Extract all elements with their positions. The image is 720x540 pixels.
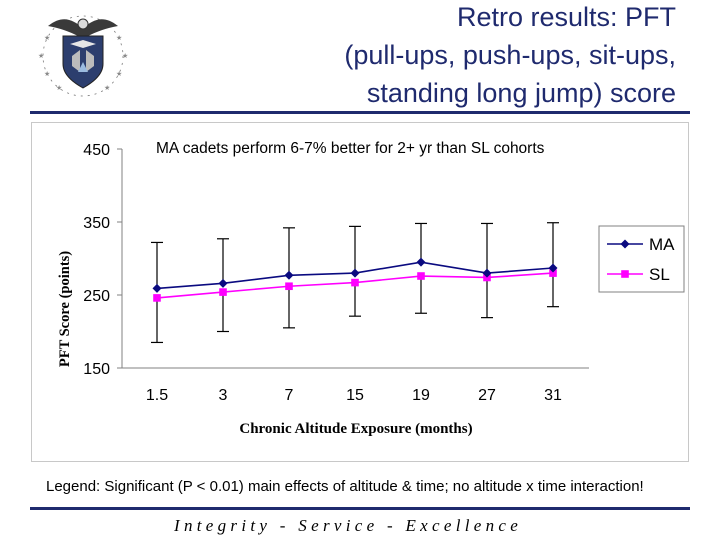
- x-tick-label: 7: [285, 387, 294, 404]
- data-point-sl: [549, 269, 557, 277]
- x-tick-label: 15: [346, 387, 364, 404]
- footer-divider: [30, 507, 690, 510]
- chart-frame: [31, 122, 689, 462]
- data-point-sl: [417, 272, 425, 280]
- legend-label-sl: SL: [649, 265, 670, 284]
- svg-text:★: ★: [38, 52, 44, 60]
- legend-label-ma: MA: [649, 235, 675, 254]
- legend-note-text: Significant (P < 0.01) main effects of a…: [100, 478, 644, 495]
- y-tick-label: 350: [83, 215, 110, 232]
- x-axis-label: Chronic Altitude Exposure (months): [239, 421, 472, 437]
- slide-title-line-3: standing long jump) score: [366, 78, 676, 108]
- pft-score-chart: MA cadets perform 6-7% better for 2+ yr …: [57, 140, 685, 437]
- data-point-sl: [285, 282, 293, 291]
- data-point-ma: [482, 268, 492, 278]
- legend-marker-sl: [621, 270, 629, 278]
- svg-text:★: ★: [116, 34, 122, 42]
- svg-text:★: ★: [56, 84, 62, 92]
- x-tick-label: 3: [219, 387, 228, 404]
- x-tick-label: 19: [412, 387, 430, 404]
- slide-title-line-2: (pull-ups, push-ups, sit-ups,: [344, 40, 676, 70]
- data-point-sl: [219, 288, 227, 296]
- y-tick-label: 150: [83, 361, 110, 378]
- data-point-ma: [284, 270, 294, 280]
- data-point-ma: [218, 278, 228, 288]
- footer-motto: Integrity - Service - Excellence: [174, 516, 523, 535]
- svg-text:★: ★: [44, 34, 50, 42]
- legend-marker-ma: [620, 239, 630, 249]
- data-point-ma: [416, 257, 426, 267]
- data-point-sl: [153, 294, 161, 302]
- data-point-ma: [350, 268, 360, 278]
- legend-note-label: Legend:: [46, 478, 101, 495]
- svg-text:★: ★: [122, 52, 128, 60]
- slide-title-line-1: Retro results: PFT: [456, 2, 676, 32]
- chart-title: MA cadets perform 6-7% better for 2+ yr …: [156, 140, 545, 157]
- y-tick-label: 250: [83, 288, 110, 305]
- x-tick-label: 1.5: [146, 387, 168, 404]
- data-point-sl: [351, 278, 359, 287]
- legend-box: [598, 225, 685, 293]
- svg-text:★: ★: [116, 70, 122, 78]
- legend-note: Legend: Significant (P < 0.01) main effe…: [46, 478, 644, 495]
- x-tick-label: 31: [544, 387, 562, 404]
- data-point-ma: [152, 283, 162, 293]
- svg-text:★: ★: [44, 70, 50, 78]
- x-tick-label: 27: [478, 387, 496, 404]
- data-point-ma: [548, 263, 558, 273]
- svg-text:★: ★: [104, 84, 110, 92]
- title-divider: [30, 111, 690, 114]
- academy-seal-logo: ★ ★ ★ ★ ★ ★ ★ ★: [38, 15, 128, 97]
- y-axis-label: PFT Score (points): [57, 251, 73, 367]
- y-tick-label: 450: [83, 142, 110, 159]
